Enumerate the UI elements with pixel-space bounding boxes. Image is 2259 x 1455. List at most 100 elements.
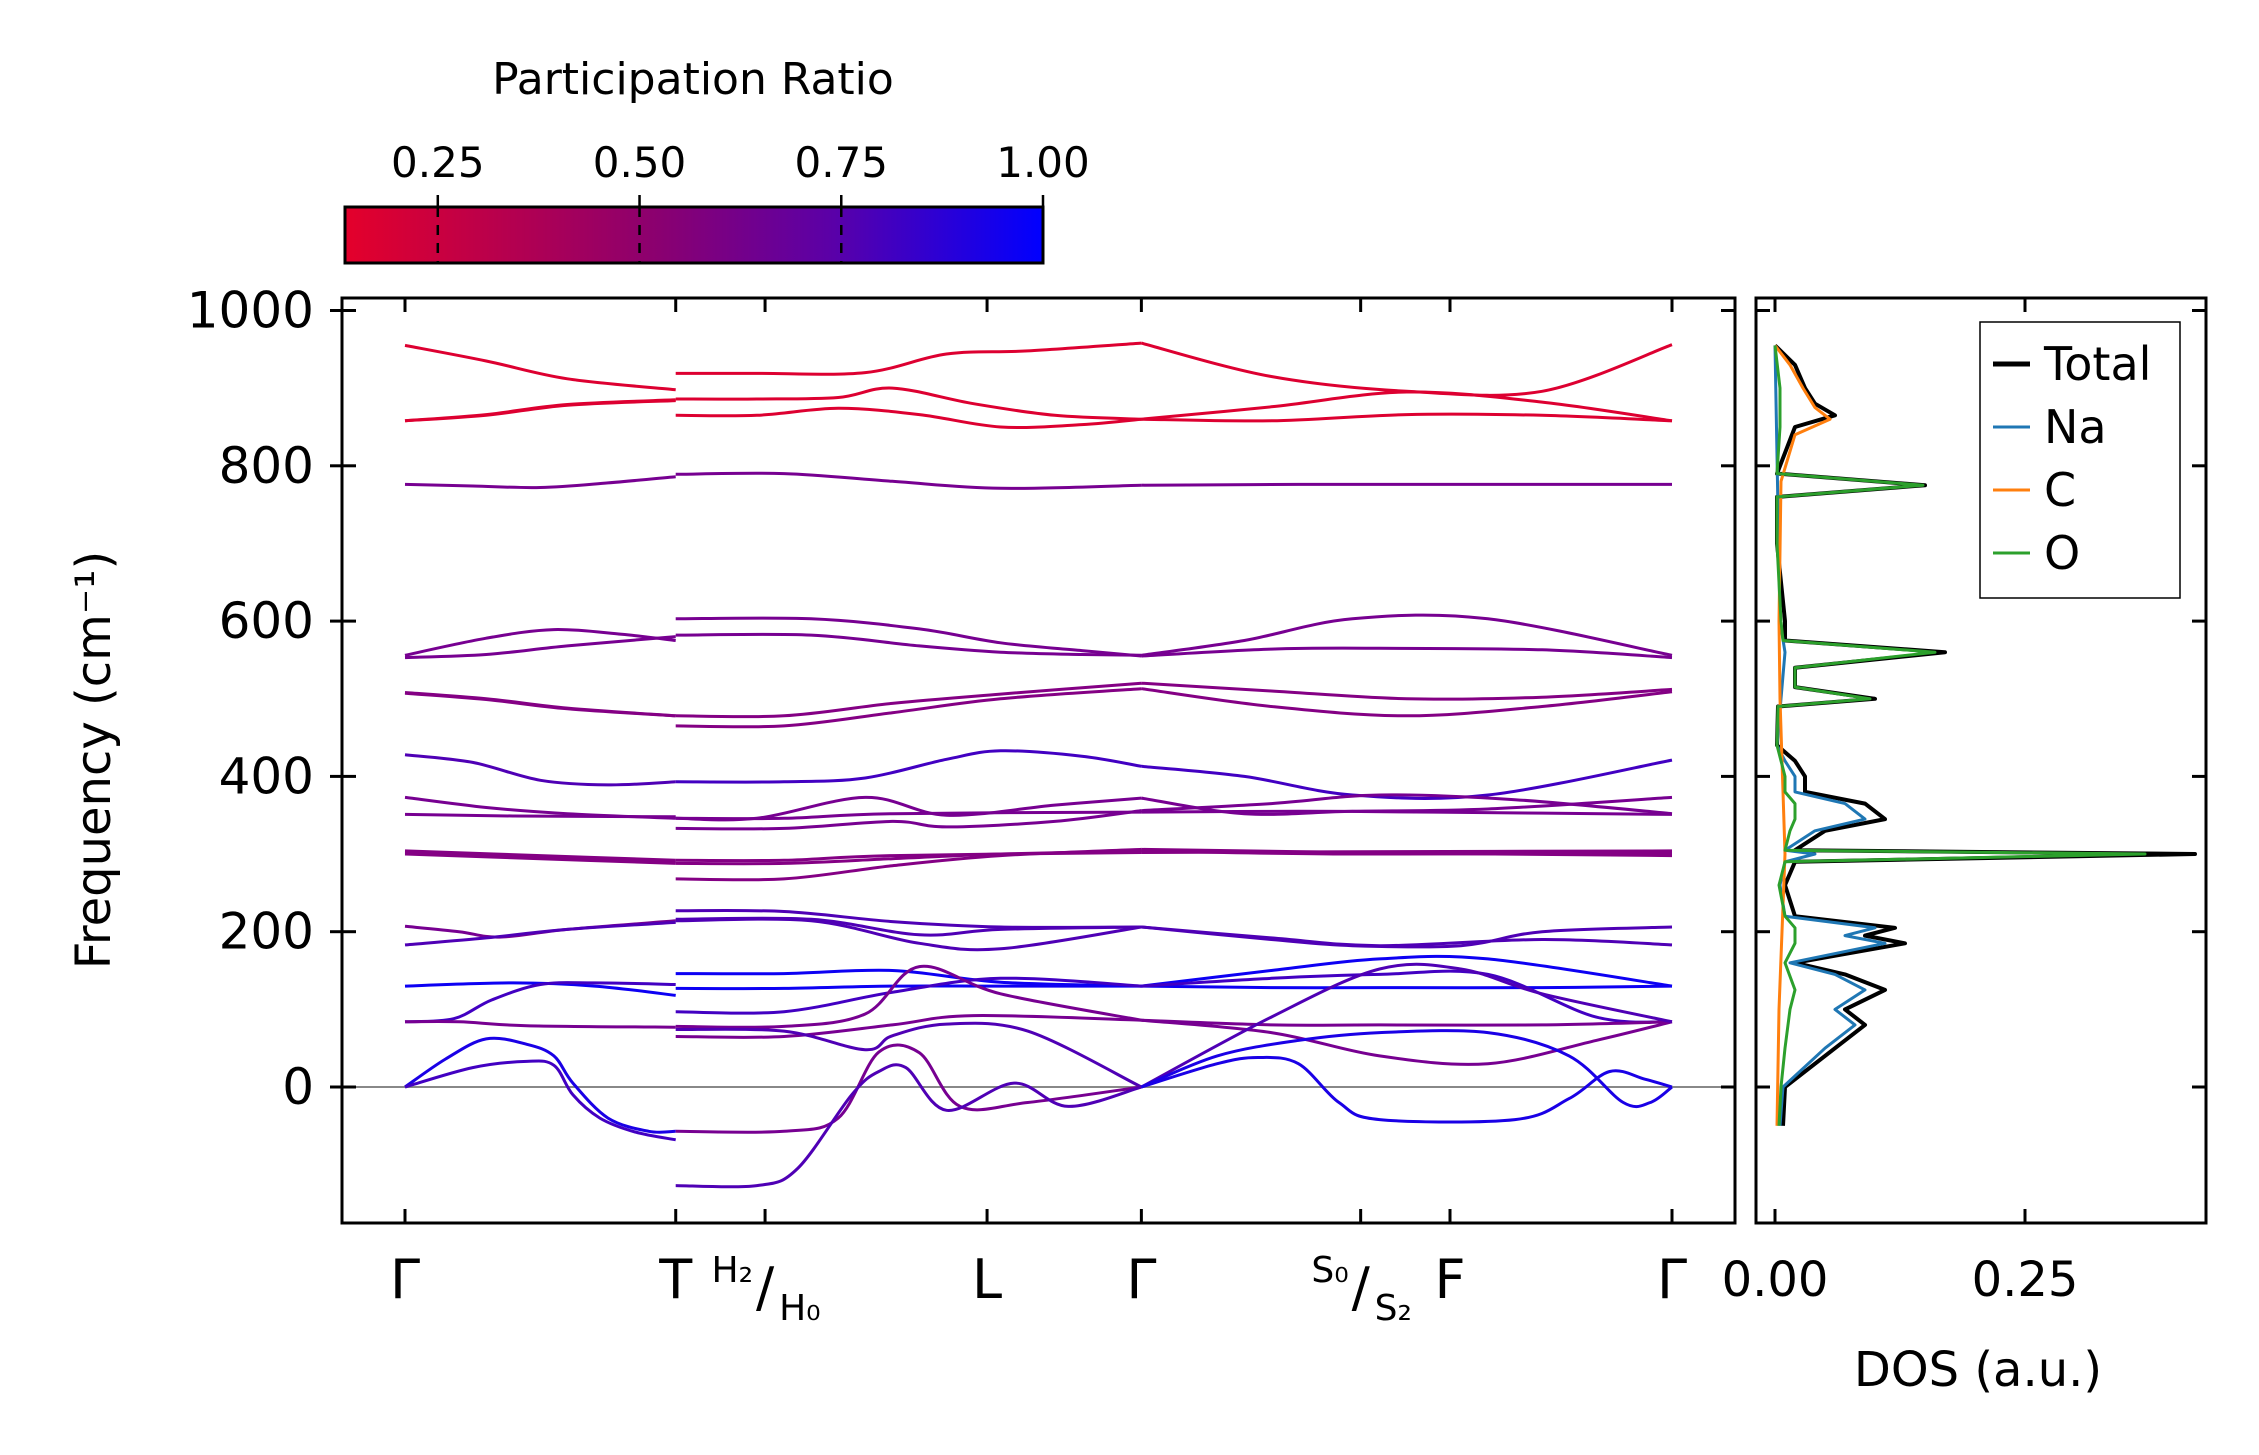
colorbar-tick-label: 1.00 (996, 138, 1090, 187)
phonon-band (675, 341, 1142, 376)
phonon-band (1141, 341, 1673, 397)
phonon-band (404, 981, 676, 1024)
legend-label: C (2044, 463, 2076, 517)
phonon-band (1141, 758, 1673, 800)
colorbar-ticks: 0.25 0.50 0.75 1.00 (391, 138, 1090, 263)
phonon-band (675, 1063, 1142, 1189)
phonon-band (675, 749, 1142, 784)
phonon-band (404, 691, 676, 718)
phonon-band (1141, 847, 1673, 858)
phonon-band (1141, 1018, 1673, 1027)
phonon-band (675, 847, 1142, 882)
phonon-band (675, 968, 1142, 988)
x-tick-label: T (658, 1248, 693, 1311)
phonon-band (404, 628, 676, 657)
phonon-band (675, 471, 1142, 490)
phonon-band (675, 809, 1142, 831)
y-tick-label: 1000 (187, 282, 314, 340)
legend-label: Total (2043, 337, 2151, 391)
y-tick-label: 0 (282, 1058, 314, 1116)
phonon-band (675, 1021, 1143, 1089)
dos-x-tick-label: 0.25 (1972, 1252, 2079, 1308)
x-tick-label-split: S₀ / S₂ (1311, 1250, 1412, 1329)
x-tick-label: Γ (390, 1248, 420, 1311)
phonon-band (675, 386, 1142, 421)
phonon-band (1141, 793, 1673, 816)
legend-label: O (2044, 526, 2080, 580)
x-tick-label-split: H₂ / H₀ (712, 1250, 821, 1329)
colorbar: Participation Ratio 0.25 0.50 0.75 1.00 (343, 54, 1090, 265)
phonon-band (1140, 1055, 1673, 1124)
phonon-band (404, 919, 676, 939)
phonon-band (675, 406, 1142, 430)
phonon-band (404, 852, 676, 865)
phonon-band (404, 475, 676, 490)
x-tick-label: F (1434, 1248, 1465, 1311)
phonon-band (675, 795, 1142, 822)
phonon-band (1141, 969, 1673, 1024)
dos-legend: Total Na CO (1979, 321, 2181, 599)
dos-panel: 0.00 0.25 DOS (a.u.) Total Na CO (1722, 296, 2208, 1398)
band-x-axis: Γ T H₂ / H₀ L Γ S₀ / S₂ F Γ (390, 298, 1687, 1329)
phonon-band (404, 399, 676, 423)
dos-x-tick-label: 0.00 (1722, 1252, 1829, 1308)
phonon-band (675, 1014, 1142, 1039)
phonon-band (1141, 482, 1673, 487)
dos-series-c (1773, 344, 1832, 1126)
phonon-band (404, 753, 676, 787)
colorbar-tick-label: 0.50 (593, 138, 687, 187)
phonon-band (1141, 646, 1673, 660)
colorbar-tick-label: 0.25 (391, 138, 485, 187)
phonon-band (675, 632, 1142, 657)
phonon-band (404, 812, 676, 819)
x-tick-label-lower: S₂ (1375, 1288, 1412, 1329)
phonon-band (1141, 412, 1673, 423)
dos-lines (1773, 343, 2197, 1126)
phonon-band (404, 635, 676, 660)
phonon-band (675, 964, 1142, 1029)
phonon-band (1141, 613, 1673, 657)
x-tick-label-slash: / (1352, 1256, 1371, 1319)
phonon-band (404, 1059, 676, 1142)
phonon-band (404, 343, 676, 392)
colorbar-label: Participation Ratio (492, 54, 894, 105)
phonon-band (675, 1043, 1142, 1134)
band-lines (404, 341, 1673, 1189)
phonon-band (675, 681, 1142, 719)
band-y-axis-label: Frequency (cm⁻¹) (66, 551, 122, 969)
x-tick-label-upper: H₂ (712, 1250, 754, 1291)
dos-axes: 0.00 0.25 (1722, 298, 2206, 1308)
phonon-band (404, 851, 676, 864)
phonon-band (675, 976, 1142, 1015)
band-structure-frame (340, 296, 1737, 1225)
phonon-band (675, 917, 1142, 952)
phonon-band (1140, 962, 1673, 1089)
legend-label: Na (2044, 400, 2107, 454)
dos-series-o (1773, 345, 2147, 1126)
phonon-band (675, 810, 1142, 821)
phonon-band (1141, 954, 1673, 988)
phonon-band (404, 920, 676, 947)
y-tick-label: 600 (219, 592, 314, 650)
y-tick-label: 400 (219, 747, 314, 805)
phonon-band (1141, 984, 1673, 990)
phonon-band (404, 1019, 676, 1029)
phonon-band (1141, 809, 1673, 816)
x-tick-label: Γ (1657, 1248, 1687, 1311)
phonon-band (404, 1036, 676, 1134)
dos-x-axis-label: DOS (a.u.) (1854, 1342, 2102, 1398)
x-tick-label-upper: S₀ (1311, 1250, 1348, 1291)
phonon-band (675, 687, 1142, 729)
x-tick-label-lower: H₀ (779, 1288, 821, 1329)
y-tick-label: 800 (219, 437, 314, 495)
x-tick-label-slash: / (756, 1256, 775, 1319)
colorbar-gradient (343, 205, 1045, 265)
band-y-axis: 0 200 400 600 800 1000 (187, 282, 1735, 1116)
phonon-band (404, 849, 676, 862)
colorbar-tick-label: 0.75 (795, 138, 889, 187)
y-tick-label: 200 (219, 903, 314, 961)
dos-frame (1754, 296, 2208, 1225)
phonon-band (1141, 390, 1673, 423)
